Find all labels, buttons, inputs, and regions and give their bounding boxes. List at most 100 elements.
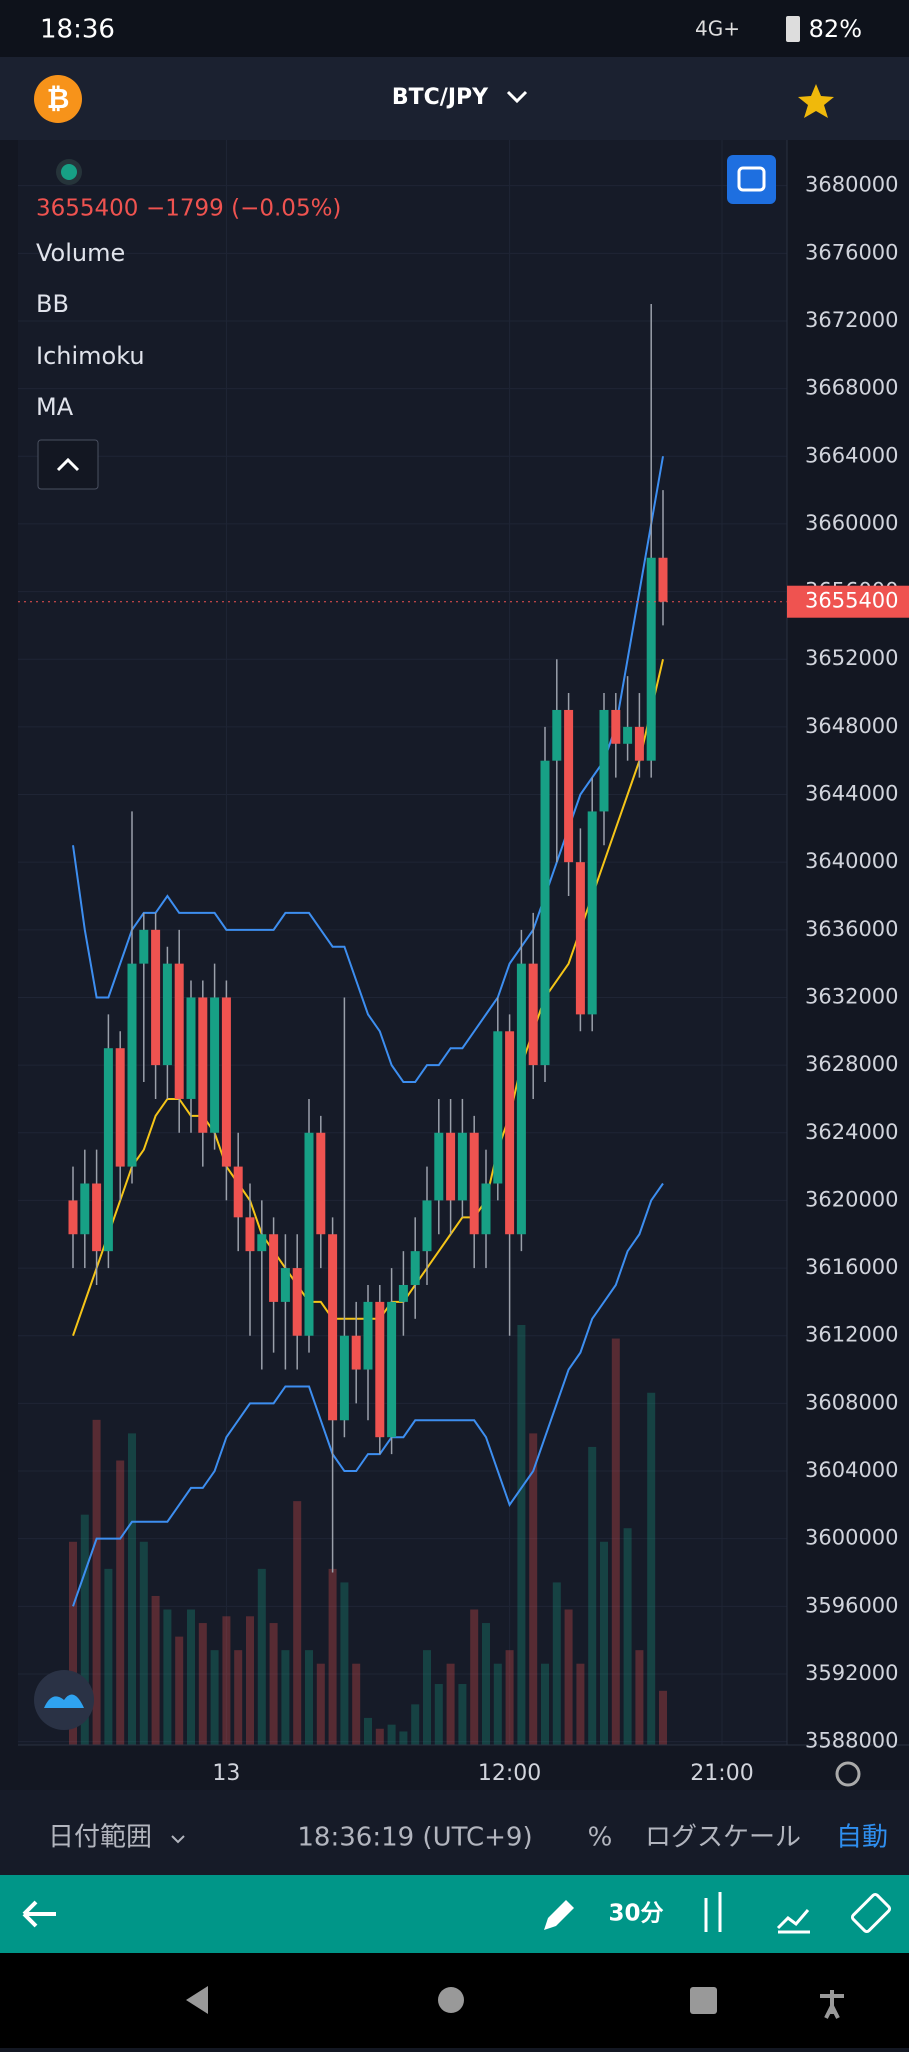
candle-body: [151, 929, 161, 1066]
volume-bar: [210, 1650, 219, 1745]
y-tick-label: 3612000: [805, 1323, 899, 1347]
status-battery: 82%: [809, 15, 862, 43]
favorite-star[interactable]: [798, 84, 834, 118]
volume-bar: [198, 1623, 207, 1745]
nav-accessibility[interactable]: [820, 1990, 844, 2019]
y-tick-label: 3596000: [805, 1593, 899, 1617]
volume-bar: [434, 1684, 443, 1745]
volume-bar: [517, 1325, 526, 1745]
candle-body: [304, 1132, 314, 1336]
candle-body: [198, 997, 208, 1133]
volume-bar: [493, 1663, 502, 1745]
volume-bar: [69, 1541, 77, 1745]
nav-home[interactable]: [438, 1987, 464, 2013]
nav-back[interactable]: [186, 1986, 208, 2014]
candle-body: [328, 1234, 338, 1421]
header: [0, 57, 909, 140]
legend-change: −1799 (−0.05%): [146, 196, 341, 222]
y-tick-label: 3592000: [805, 1661, 899, 1685]
candle-body: [186, 997, 196, 1099]
volume-bar: [623, 1528, 632, 1745]
candle-body: [174, 963, 184, 1099]
candle-body: [528, 963, 538, 1066]
y-tick-label: 3676000: [805, 240, 899, 264]
candle-body: [505, 1031, 515, 1235]
btc-icon[interactable]: [34, 75, 82, 123]
last-price-tag: [787, 585, 909, 618]
candle-body: [446, 1132, 456, 1201]
volume-bar: [116, 1460, 125, 1745]
log-toggle[interactable]: ログスケール: [645, 1823, 801, 1853]
volume-bar: [411, 1704, 420, 1745]
interval-button[interactable]: 30分: [608, 1901, 663, 1927]
candle-body: [115, 1048, 125, 1167]
volume-bar: [576, 1663, 585, 1745]
y-tick-label: 3628000: [805, 1052, 899, 1076]
y-tick-label: 3640000: [805, 849, 899, 873]
volume-bar: [340, 1582, 349, 1745]
back-button[interactable]: [22, 1900, 56, 1928]
percent-toggle[interactable]: %: [588, 1823, 613, 1853]
y-tick-label: 3604000: [805, 1458, 899, 1482]
y-tick-label: 3616000: [805, 1255, 899, 1279]
chart-type-button[interactable]: [704, 1892, 722, 1932]
candle-body: [387, 1301, 397, 1438]
candle-body: [398, 1284, 408, 1302]
rotate-button[interactable]: [850, 1892, 892, 1934]
candle-body: [257, 1234, 267, 1252]
legend-item[interactable]: Volume: [36, 239, 125, 267]
indicator-button[interactable]: [776, 1909, 810, 1934]
candle-body: [316, 1132, 326, 1235]
volume-bar: [552, 1582, 561, 1745]
volume-bar: [611, 1338, 620, 1745]
volume-bar: [399, 1731, 408, 1745]
candle-body: [339, 1335, 349, 1421]
candle-body: [564, 709, 574, 863]
collapse-button[interactable]: [37, 439, 99, 490]
candle-body: [351, 1335, 361, 1370]
legend-item[interactable]: Ichimoku: [36, 342, 145, 370]
volume-bar: [600, 1541, 608, 1745]
volume-bar: [564, 1609, 573, 1745]
volume-bar: [470, 1609, 479, 1745]
fullscreen-button[interactable]: [727, 155, 776, 204]
volume-bar: [352, 1663, 361, 1745]
status-network: 4G+: [695, 17, 740, 41]
range-dropdown[interactable]: [171, 1835, 185, 1844]
candle-body: [375, 1301, 385, 1438]
pair-dropdown[interactable]: [506, 90, 528, 104]
y-tick-label: 3636000: [805, 917, 899, 941]
legend-item[interactable]: BB: [36, 290, 69, 318]
auto-toggle[interactable]: 自動: [836, 1823, 888, 1853]
y-tick-label: 3620000: [805, 1187, 899, 1211]
volume-bar: [364, 1717, 372, 1745]
volume-bar: [505, 1650, 514, 1745]
volume-bar: [458, 1684, 467, 1745]
nav-recents[interactable]: [690, 1987, 717, 2014]
date-range[interactable]: 日付範囲: [48, 1823, 152, 1853]
battery-icon: [786, 16, 800, 42]
candle-body: [434, 1132, 444, 1201]
pair-title[interactable]: BTC/JPY: [392, 85, 489, 110]
candle-body: [162, 963, 172, 1066]
candle-body: [280, 1268, 290, 1302]
volume-bar: [139, 1541, 148, 1745]
last-price-label: 3655400: [805, 589, 899, 613]
legend-price: 3655400: [36, 196, 138, 222]
y-tick-label: 3660000: [805, 511, 899, 535]
x-tick-label: 21:00: [690, 1761, 753, 1786]
y-tick-label: 3672000: [805, 308, 899, 332]
volume-bar: [128, 1433, 136, 1745]
volume-bar: [588, 1446, 597, 1745]
plot: [18, 140, 787, 1745]
volume-bar: [482, 1623, 490, 1745]
volume-bar: [328, 1568, 337, 1745]
settings-icon[interactable]: [835, 1761, 861, 1787]
legend-item[interactable]: MA: [36, 393, 74, 421]
volume-bar: [257, 1568, 266, 1745]
bottom-bar: [0, 1790, 909, 1875]
draw-button[interactable]: [544, 1900, 574, 1930]
volume-bar: [316, 1663, 325, 1745]
candle-body: [457, 1132, 467, 1201]
candle-body: [516, 963, 526, 1235]
